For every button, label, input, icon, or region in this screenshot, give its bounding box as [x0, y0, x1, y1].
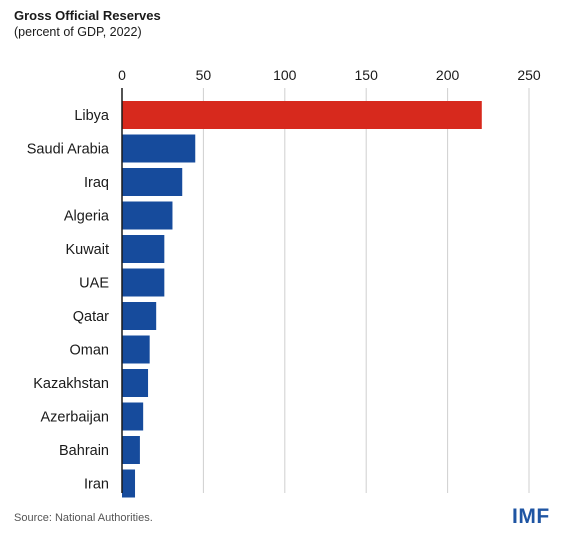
category-label: Kuwait: [65, 242, 109, 258]
bar-saudi-arabia: [122, 134, 196, 163]
category-label: Kazakhstan: [33, 376, 109, 392]
bar-uae: [122, 268, 165, 297]
x-tick-label: 50: [196, 67, 212, 83]
category-label: Bahrain: [59, 443, 109, 459]
category-label: Iraq: [84, 175, 109, 191]
category-label: Oman: [70, 343, 110, 359]
x-tick-label: 150: [355, 67, 379, 83]
bar-iraq: [122, 168, 183, 196]
category-label: Qatar: [73, 309, 109, 325]
category-label: UAE: [79, 276, 109, 292]
bar-iran: [122, 469, 136, 498]
x-tick-label: 250: [517, 67, 541, 83]
category-label: Azerbaijan: [40, 410, 109, 426]
bar-oman: [122, 335, 150, 364]
bar-kuwait: [122, 235, 165, 263]
bar-libya: [122, 101, 482, 129]
x-tick-label: 0: [118, 67, 126, 83]
chart-subtitle: (percent of GDP, 2022): [14, 25, 142, 39]
chart-title: Gross Official Reserves: [14, 8, 161, 23]
bar-bahrain: [122, 436, 140, 464]
bar-qatar: [122, 302, 157, 330]
x-tick-label: 200: [436, 67, 460, 83]
category-label: Saudi Arabia: [27, 142, 110, 158]
category-label: Libya: [74, 108, 110, 124]
x-tick-label: 100: [273, 67, 297, 83]
imf-logo: IMF: [512, 505, 550, 528]
bar-algeria: [122, 201, 173, 230]
bar-azerbaijan: [122, 402, 144, 431]
category-label: Iran: [84, 477, 109, 493]
category-label: Algeria: [64, 209, 110, 225]
source-note: Source: National Authorities.: [14, 512, 153, 524]
bar-kazakhstan: [122, 369, 149, 397]
